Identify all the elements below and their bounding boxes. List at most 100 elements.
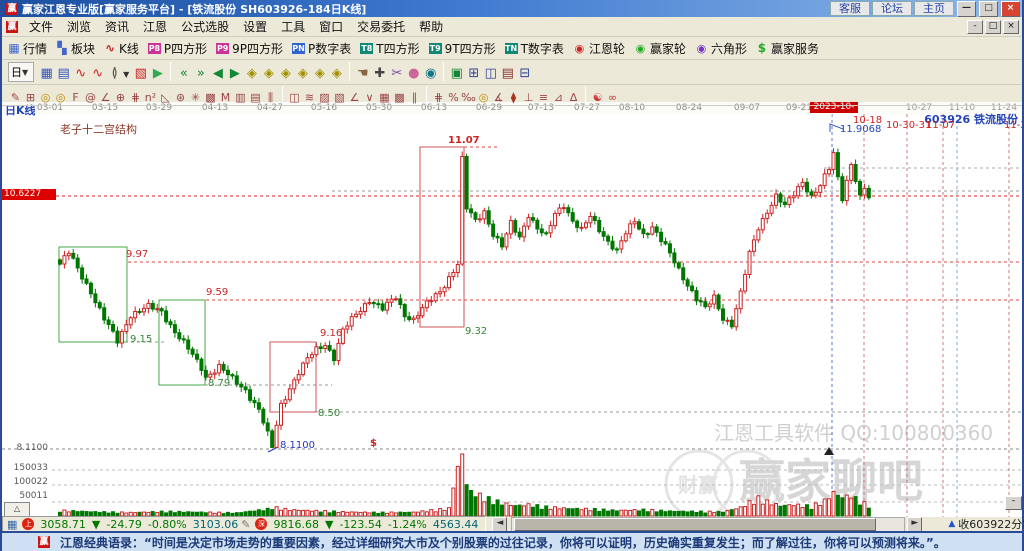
gann-diamond-1-icon[interactable]: ◈ — [246, 65, 257, 81]
cyclone-icon[interactable]: ◉ — [425, 65, 437, 81]
chart-scrollbar-track[interactable] — [511, 516, 906, 532]
fence-tool-icon[interactable]: ⫼ — [267, 90, 274, 104]
kline-period-tab[interactable]: 日K线 — [5, 104, 36, 117]
hatch-box-tool-icon[interactable]: ▧ — [334, 90, 345, 104]
scroll-left-button[interactable]: ◄ — [492, 516, 508, 532]
homepage-button[interactable]: 主页 — [914, 1, 954, 16]
grid-tool-icon[interactable]: ⊞ — [25, 90, 36, 104]
window-tool-icon[interactable]: ◫ — [289, 90, 300, 104]
notes-icon[interactable]: ▤ — [501, 65, 514, 81]
mdi-restore-button[interactable]: □ — [985, 19, 1001, 34]
gold-column-tool-icon[interactable]: ◎ — [55, 90, 66, 104]
calendar-icon[interactable]: ▣ — [450, 65, 463, 81]
gold-bar-tool-icon[interactable]: ≡ — [538, 90, 549, 104]
t-table-button[interactable]: TN T数字表 — [504, 40, 564, 57]
yinyang-icon[interactable]: ☯ — [592, 90, 603, 104]
sectors-button[interactable]: ▚ 板块 — [56, 40, 95, 57]
spiral-tool-icon[interactable]: @ — [85, 90, 96, 104]
minimize-button[interactable]: — — [957, 0, 976, 17]
customer-service-button[interactable]: 客服 — [830, 1, 870, 16]
last-page-icon[interactable]: » — [196, 65, 205, 81]
hexagon-button[interactable]: ◉ 六角形 — [695, 40, 747, 57]
pct-grid-tool-icon[interactable]: ‰ — [461, 90, 476, 104]
gann-diamond-2-icon[interactable]: ◈ — [263, 65, 274, 81]
flower-tool-icon[interactable]: ✳ — [190, 90, 201, 104]
calculator-icon[interactable]: ⊞ — [468, 65, 480, 81]
mdi-close-button[interactable]: × — [1003, 19, 1019, 34]
close-button[interactable]: × — [1001, 0, 1020, 17]
zigzag-down-icon[interactable]: ∿ — [92, 65, 104, 81]
menu-item-9[interactable]: 帮助 — [419, 20, 444, 34]
circle-cross-tool-icon[interactable]: ⊕ — [115, 90, 126, 104]
gold-grid-tool-icon[interactable]: ◎ — [40, 90, 51, 104]
rays-tool-icon[interactable]: ≋ — [304, 90, 315, 104]
gold-coin-tool-icon[interactable]: ◎ — [478, 90, 489, 104]
drop-tool-icon[interactable]: ⧫ — [510, 90, 517, 104]
vee-tool-icon[interactable]: ∨ — [365, 90, 374, 104]
maximize-button[interactable]: □ — [979, 0, 998, 17]
slash-tool-icon[interactable]: ∥ — [411, 90, 418, 104]
pencil-tool-icon[interactable]: ✎ — [10, 90, 21, 104]
first-page-icon[interactable]: « — [179, 65, 188, 81]
triangle-tool-icon[interactable]: ◺ — [161, 90, 170, 104]
save-icon[interactable]: ◫ — [484, 65, 497, 81]
menu-item-2[interactable]: 资讯 — [105, 20, 130, 34]
info-panel-icon[interactable]: ▤ — [57, 65, 70, 81]
next-bar-icon[interactable]: ▶ — [229, 65, 240, 81]
hash-grid-tool-icon[interactable]: ⋕ — [130, 90, 141, 104]
infinity-icon[interactable]: ∞ — [607, 90, 618, 104]
candle-style-icon[interactable]: ≬ — [111, 65, 118, 81]
hand-tool-icon[interactable]: ☚ — [356, 65, 369, 81]
truck-icon[interactable]: ⊟ — [519, 65, 531, 81]
menu-item-0[interactable]: 文件 — [29, 20, 54, 34]
winner-wheel-button[interactable]: ◉ 赢家轮 — [634, 40, 686, 57]
table-tool-icon[interactable]: ▦ — [379, 90, 390, 104]
menu-item-1[interactable]: 浏览 — [67, 20, 92, 34]
dense-grid-tool-icon[interactable]: ▩ — [394, 90, 405, 104]
menu-item-5[interactable]: 设置 — [243, 20, 268, 34]
gann-wheel-button[interactable]: ◉ 江恩轮 — [573, 40, 625, 57]
piggy-bank-icon[interactable]: ● — [408, 65, 420, 81]
pct-line-tool-icon[interactable]: % — [448, 90, 459, 104]
scroll-right-button[interactable]: ► — [907, 516, 923, 532]
angle-line-tool-icon[interactable]: ∠ — [349, 90, 360, 104]
crosshair-tool-icon[interactable]: ✚ — [374, 65, 386, 81]
t-square-button[interactable]: T8 T四方形 — [360, 40, 420, 57]
forum-button[interactable]: 论坛 — [872, 1, 912, 16]
market-quotes-button[interactable]: ▦ 行情 — [8, 40, 47, 57]
pagoda-tool-icon[interactable]: ▤ — [250, 90, 261, 104]
volume-expand-button[interactable]: △ — [4, 502, 30, 517]
menu-item-7[interactable]: 窗口 — [319, 20, 344, 34]
9t-square-button[interactable]: T9 9T四方形 — [428, 40, 496, 57]
p-table-button[interactable]: PN P数字表 — [292, 40, 351, 57]
m-wave-tool-icon[interactable]: M — [220, 90, 231, 104]
gann-diamond-3-icon[interactable]: ◈ — [280, 65, 291, 81]
scissors-tool-icon[interactable]: ✂ — [391, 65, 403, 81]
menu-item-6[interactable]: 工具 — [281, 20, 306, 34]
matrix-tool-icon[interactable]: ▩ — [205, 90, 216, 104]
9p-square-button[interactable]: P9 9P四方形 — [216, 40, 283, 57]
quote-table-icon[interactable]: ▦ — [7, 517, 18, 531]
target-tool-icon[interactable]: ⊛ — [175, 90, 186, 104]
ruler-tool-icon[interactable]: ⋕ — [433, 90, 444, 104]
gold-angle-tool-icon[interactable]: ∡ — [493, 90, 504, 104]
wedge-tool-icon[interactable]: ∆ — [569, 90, 578, 104]
winner-service-button[interactable]: $ 赢家服务 — [756, 40, 819, 57]
f-tool-icon[interactable]: F — [72, 90, 79, 104]
tower-tool-icon[interactable]: ▥ — [235, 90, 246, 104]
prev-bar-icon[interactable]: ◀ — [212, 65, 223, 81]
shade-box-tool-icon[interactable]: ▨ — [319, 90, 330, 104]
balance-tool-icon[interactable]: ⊥ — [523, 90, 534, 104]
menu-item-8[interactable]: 交易委托 — [357, 20, 406, 34]
volume-minimize-button[interactable]: - — [1005, 496, 1022, 510]
gann-box-icon[interactable]: ▧ — [134, 65, 147, 81]
chart-scrollbar-thumb[interactable] — [514, 517, 877, 531]
menu-item-4[interactable]: 公式选股 — [181, 20, 230, 34]
gann-diamond-5-icon[interactable]: ◈ — [314, 65, 325, 81]
tick-data-shortcut[interactable]: ▲ 收603922分笔 — [948, 516, 1024, 532]
kline-chart-canvas[interactable]: 财赢 江恩工具软件 QQ:100800360 赢家聊吧 日K线 03-01 03-15… — [2, 102, 1022, 517]
gann-diamond-4-icon[interactable]: ◈ — [297, 65, 308, 81]
flag-icon[interactable]: ▶ — [152, 65, 163, 81]
zigzag-up-icon[interactable]: ∿ — [75, 65, 87, 81]
menu-item-3[interactable]: 江恩 — [143, 20, 168, 34]
